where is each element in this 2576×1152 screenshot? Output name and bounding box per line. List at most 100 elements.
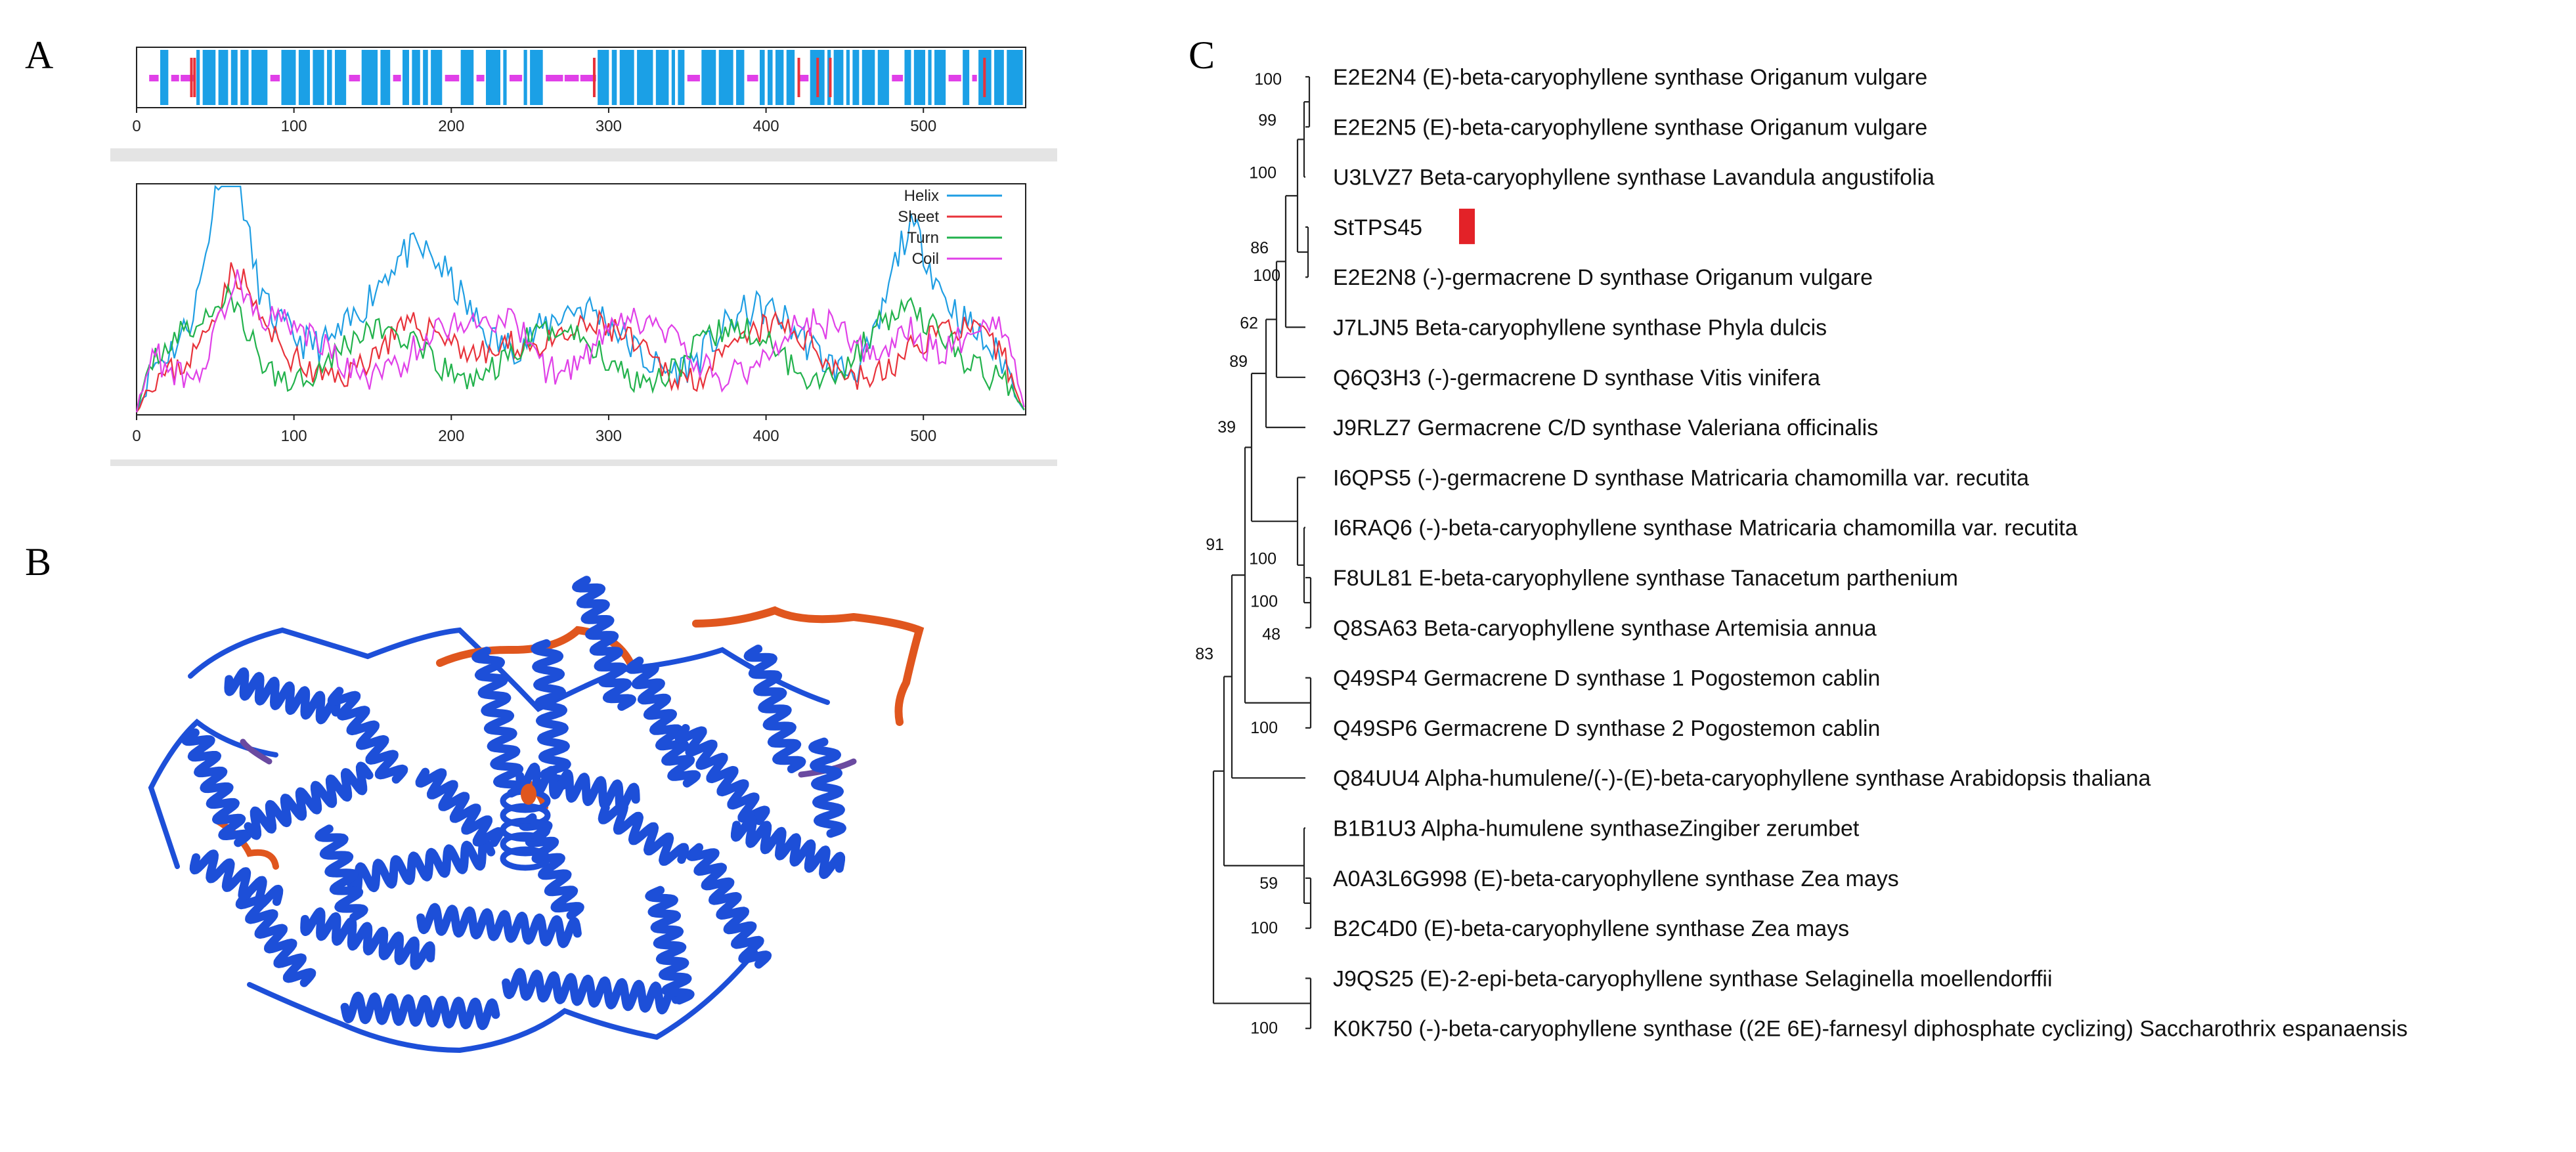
axis-tick-label: 300: [596, 117, 622, 135]
alpha-helix: [471, 647, 527, 798]
bootstrap-value: 86: [1250, 239, 1269, 257]
alpha-helix: [572, 576, 636, 711]
helix-segment: [852, 50, 860, 105]
coil-segment: [747, 75, 758, 81]
helix-segment: [963, 50, 970, 105]
tree-leaf-label: K0K750 (-)-beta-caryophyllene synthase (…: [1333, 1017, 2408, 1042]
alpha-helix: [415, 767, 504, 847]
helix-segment: [196, 50, 200, 105]
helix-segment: [833, 50, 844, 105]
helix-segment: [928, 50, 932, 105]
sheet-segment: [592, 58, 596, 97]
coil-loop: [188, 627, 830, 712]
alpha-helix: [315, 824, 368, 922]
helix-segment: [759, 50, 765, 105]
helix-barrel: [500, 832, 551, 857]
tree-leaf-label: J9QS25 (E)-2-epi-beta-caryophyllene synt…: [1333, 966, 2053, 991]
tree-leaf-label: Q49SP6 Germacrene D synthase 2 Pogostemo…: [1333, 716, 1880, 741]
panel-label-b: B: [25, 540, 52, 584]
tree-leaf-label: Q84UU4 Alpha-humulene/(-)-(E)-beta-caryo…: [1333, 766, 2151, 791]
helix-segment: [619, 50, 634, 105]
sheet-segment: [193, 58, 196, 97]
tree-leaf-label: J9RLZ7 Germacrene C/D synthase Valeriana…: [1333, 416, 1878, 440]
bootstrap-value: 83: [1195, 645, 1213, 664]
secondary-structure-figure: 0 100 200 300 400 500 0 100 200 300 400 500 Helix S…: [110, 47, 1057, 466]
bootstrap-value: 100: [1249, 550, 1277, 568]
alpha-helix: [244, 761, 374, 840]
tree-leaf-label: StTPS45: [1333, 215, 1422, 240]
coil-segment: [445, 75, 460, 81]
bootstrap-value: 100: [1249, 164, 1277, 182]
profile-legend: Helix Sheet Turn Coil: [898, 187, 1002, 268]
sheet-segment: [797, 58, 800, 97]
helix-segment: [877, 50, 889, 105]
coil-segment: [349, 75, 360, 81]
helix-segment: [994, 50, 1004, 105]
axis-tick-label: 200: [438, 427, 464, 445]
helix-segment: [281, 50, 296, 105]
axis-tick-label: 500: [910, 427, 936, 445]
coil-segment: [181, 75, 195, 81]
tree-leaf-label: U3LVZ7 Beta-caryophyllene synthase Lavan…: [1333, 165, 1934, 190]
helix-segment: [380, 50, 391, 105]
axis-tick-label: 0: [132, 427, 141, 445]
legend-label: Helix: [904, 187, 939, 205]
coil-segment: [270, 75, 280, 81]
alpha-helix: [502, 968, 680, 1015]
query-highlight-marker: [1459, 208, 1475, 244]
helix-segment: [904, 50, 911, 105]
helix-segment: [637, 50, 653, 105]
helix-segment: [326, 50, 332, 105]
bootstrap-value: 100: [1250, 592, 1278, 610]
sheet-segment: [190, 58, 193, 97]
helix-segment: [423, 50, 428, 105]
coil-loop: [148, 718, 278, 869]
helix-segment: [611, 50, 617, 105]
tree-leaf-label: E2E2N8 (-)-germacrene D synthase Origanu…: [1333, 265, 1873, 290]
panel-label-a: A: [25, 33, 54, 77]
helix-segment: [403, 50, 409, 105]
alpha-helix: [416, 903, 582, 949]
tree-leaf-label: Q8SA63 Beta-caryophyllene synthase Artem…: [1333, 616, 1877, 641]
helix-segment: [431, 50, 443, 105]
alpha-helix: [189, 849, 284, 910]
helix-segment: [1007, 50, 1023, 105]
structure-profile-plot: [135, 183, 1026, 416]
bootstrap-value: 39: [1217, 418, 1236, 437]
helix-segment: [786, 50, 795, 105]
axis-tick-label: 0: [132, 117, 141, 135]
helix-segment: [298, 50, 311, 105]
axis-tick-label: 300: [596, 427, 622, 445]
active-site-loop: [521, 784, 536, 805]
alpha-helix: [345, 837, 496, 896]
axis-tick-label: 100: [281, 427, 307, 445]
tree-leaf-label: J7LJN5 Beta-caryophyllene synthase Phyla…: [1333, 316, 1827, 341]
helix-segment: [523, 50, 527, 105]
helix-segment: [313, 50, 324, 105]
profile-axis: 0 100 200 300 400 500: [132, 415, 936, 445]
bootstrap-value: 91: [1206, 536, 1224, 554]
helix-segment: [503, 50, 507, 105]
alpha-helix: [686, 843, 772, 969]
coil-loop: [692, 606, 925, 726]
tree-leaf-label: I6RAQ6 (-)-beta-caryophyllene synthase M…: [1333, 516, 2078, 541]
coil-loop: [240, 738, 273, 765]
helix-segment: [934, 50, 946, 105]
helix-segment: [598, 50, 609, 105]
tree-leaf-label: Q6Q3H3 (-)-germacrene D synthase Vitis v…: [1333, 366, 1820, 391]
helix-segment: [486, 50, 500, 105]
profile-series-helix: [135, 184, 1025, 413]
helix-segment: [218, 50, 229, 105]
helix-segment: [251, 50, 268, 105]
bootstrap-value: 62: [1240, 314, 1258, 333]
tree-leaf-label: E2E2N4 (E)-beta-caryophyllene synthase O…: [1333, 65, 1927, 90]
helix-segment: [678, 50, 685, 105]
coil-segment: [564, 75, 579, 81]
coil-segment: [972, 75, 977, 81]
helix-segment: [846, 50, 850, 105]
coil-segment: [393, 75, 401, 81]
alpha-helix: [598, 801, 689, 866]
coil-segment: [509, 75, 523, 81]
bootstrap-value: 100: [1250, 1019, 1278, 1038]
